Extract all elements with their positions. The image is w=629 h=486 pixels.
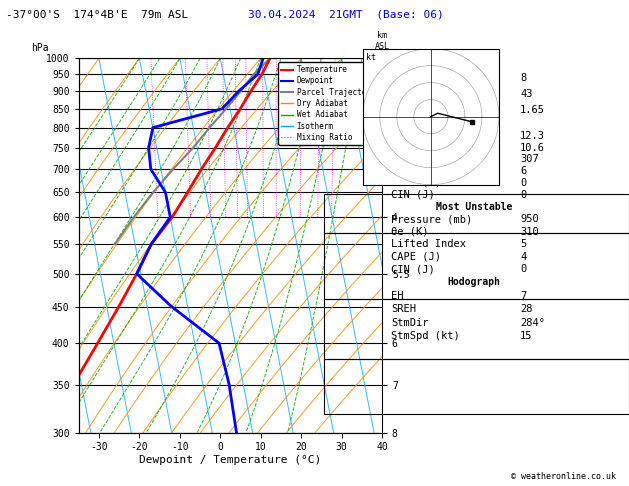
X-axis label: Dewpoint / Temperature (°C): Dewpoint / Temperature (°C)	[139, 455, 321, 465]
Text: 284°: 284°	[520, 317, 545, 328]
Text: -37°00'S  174°4B'E  79m ASL: -37°00'S 174°4B'E 79m ASL	[6, 10, 189, 20]
Text: 30.04.2024  21GMT  (Base: 06): 30.04.2024 21GMT (Base: 06)	[248, 10, 444, 20]
Text: 28: 28	[520, 304, 533, 314]
Text: 1.65: 1.65	[520, 105, 545, 115]
Text: 0: 0	[520, 178, 526, 188]
Text: Lifted Index: Lifted Index	[391, 239, 466, 249]
Text: CAPE (J): CAPE (J)	[391, 252, 442, 261]
Text: 950: 950	[520, 214, 539, 224]
Text: 43: 43	[520, 89, 533, 99]
Text: Temp (°C): Temp (°C)	[391, 131, 448, 141]
Text: hPa: hPa	[31, 43, 48, 53]
Text: 310: 310	[520, 226, 539, 237]
Legend: Temperature, Dewpoint, Parcel Trajectory, Dry Adiabat, Wet Adiabat, Isotherm, Mi: Temperature, Dewpoint, Parcel Trajectory…	[278, 62, 378, 145]
Text: StmSpd (kt): StmSpd (kt)	[391, 331, 460, 341]
Text: Hodograph: Hodograph	[448, 277, 501, 287]
Text: Most Unstable: Most Unstable	[436, 202, 512, 212]
Text: kt: kt	[365, 52, 376, 62]
Text: 8: 8	[520, 72, 526, 83]
Bar	[324, 233, 629, 299]
Text: 307: 307	[520, 155, 539, 164]
Text: θe (K): θe (K)	[391, 226, 429, 237]
Text: Dewp (°C): Dewp (°C)	[391, 142, 448, 153]
Text: CAPE (J): CAPE (J)	[391, 178, 442, 188]
Text: 10.6: 10.6	[520, 142, 545, 153]
Text: LCL: LCL	[388, 62, 403, 71]
Text: Pressure (mb): Pressure (mb)	[391, 214, 472, 224]
Text: θe(K): θe(K)	[391, 155, 423, 164]
Text: km
ASL: km ASL	[375, 32, 389, 51]
Text: 0: 0	[520, 264, 526, 274]
Text: Lifted Index: Lifted Index	[391, 166, 466, 176]
Text: 7: 7	[520, 291, 526, 300]
Text: K: K	[391, 72, 398, 83]
Text: PW (cm): PW (cm)	[391, 105, 435, 115]
Text: StmDir: StmDir	[391, 317, 429, 328]
Text: CIN (J): CIN (J)	[391, 264, 435, 274]
Text: Surface: Surface	[454, 119, 494, 129]
Text: 0: 0	[520, 190, 526, 200]
Text: SREH: SREH	[391, 304, 416, 314]
Bar	[324, 194, 629, 233]
Bar	[324, 299, 629, 360]
Text: 12.3: 12.3	[520, 131, 545, 141]
Text: 6: 6	[520, 166, 526, 176]
Text: EH: EH	[391, 291, 404, 300]
Text: CIN (J): CIN (J)	[391, 190, 435, 200]
Text: © weatheronline.co.uk: © weatheronline.co.uk	[511, 472, 616, 481]
Text: 15: 15	[520, 331, 533, 341]
Text: 5: 5	[520, 239, 526, 249]
Text: Totals Totals: Totals Totals	[391, 89, 472, 99]
Text: 4: 4	[520, 252, 526, 261]
Bar	[324, 360, 629, 414]
